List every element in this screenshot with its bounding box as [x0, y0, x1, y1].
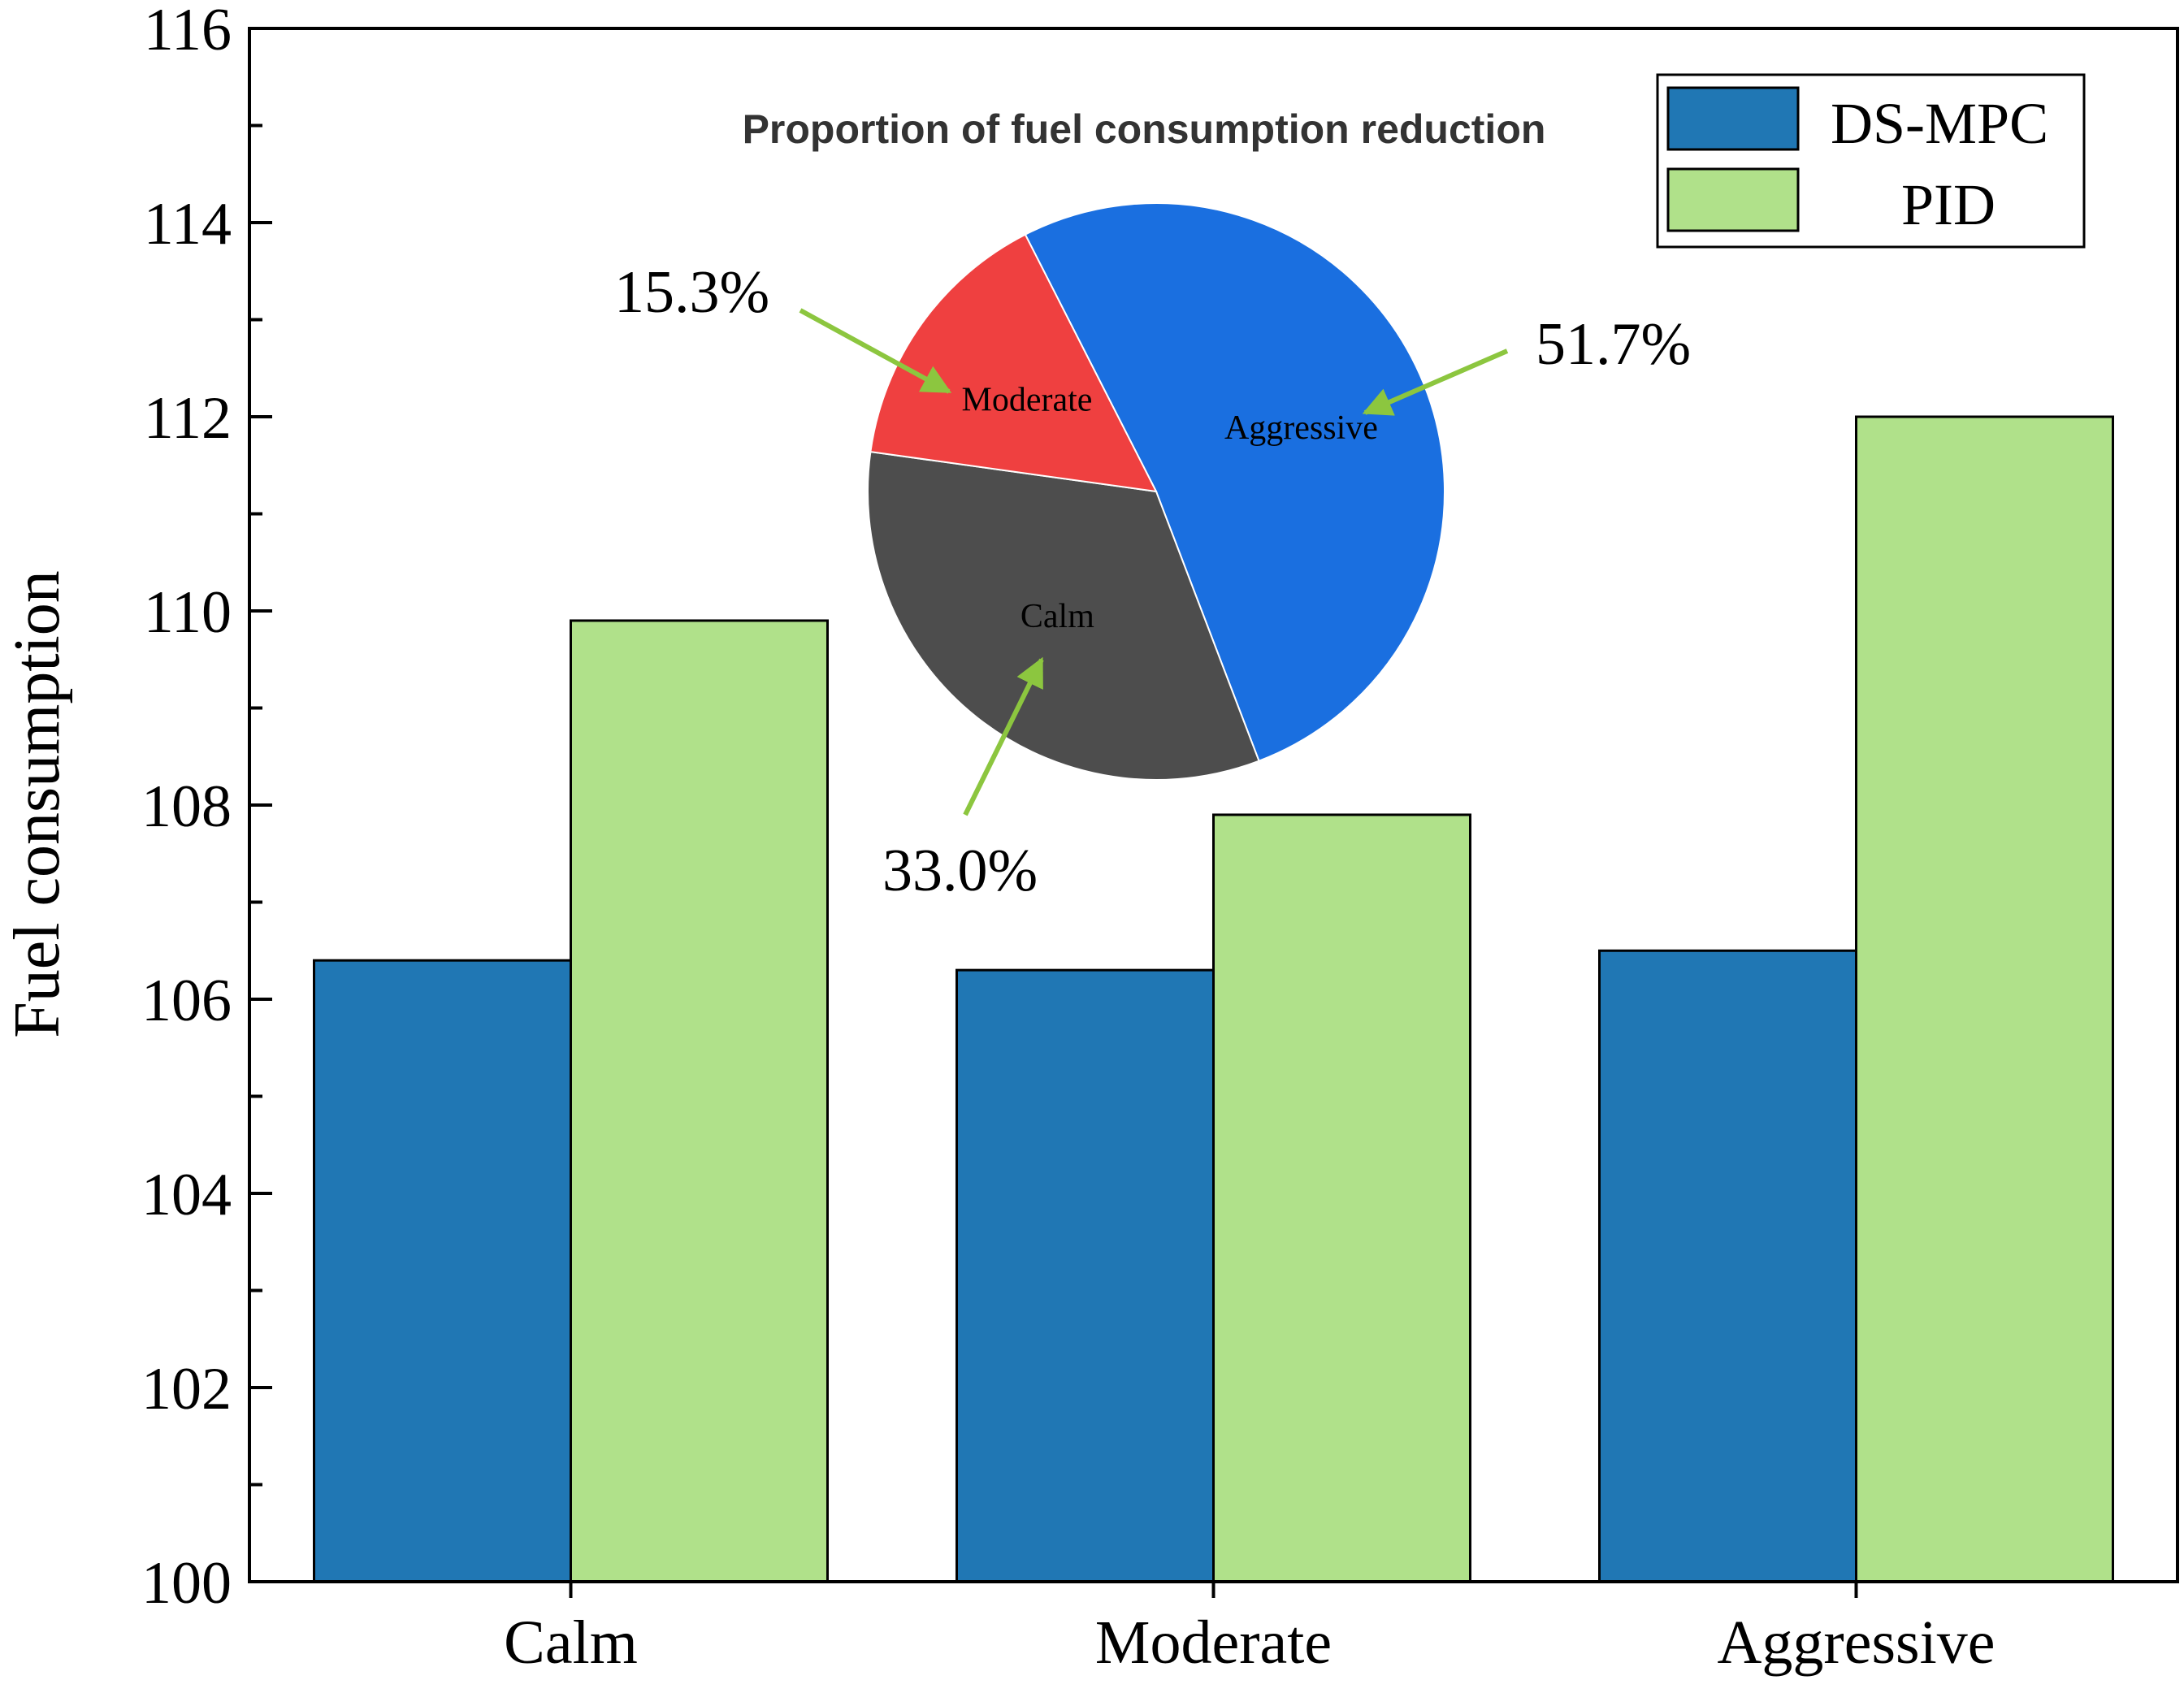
x-tick-label: Moderate	[1095, 1609, 1332, 1677]
arrow-calm	[963, 656, 1044, 816]
y-tick-label: 116	[144, 0, 232, 63]
bar-ds-mpc-moderate	[956, 968, 1215, 1583]
legend: DS-MPC PID	[1656, 73, 2086, 249]
x-tick-label: Aggressive	[1718, 1609, 1996, 1677]
pie-slice-aggressive	[1024, 202, 1445, 762]
y-axis-ticks: 100 102 104 106 108 110 112 114 116	[141, 0, 272, 1617]
bar-pid-moderate	[1212, 813, 1471, 1583]
legend-swatch-ds-mpc	[1666, 86, 1800, 151]
bar-ds-mpc-calm	[313, 959, 572, 1583]
legend-label-ds-mpc: DS-MPC	[1831, 91, 2048, 156]
x-tick-label: Calm	[504, 1609, 638, 1677]
bar-series-group	[313, 415, 2114, 1583]
y-tick-label: 100	[141, 1550, 232, 1617]
value-label-calm: 33.0%	[882, 838, 1038, 904]
x-axis-ticks: Calm Moderate Aggressive	[504, 1582, 1995, 1677]
y-tick-label: 110	[144, 579, 232, 646]
arrow-aggressive	[1362, 349, 1509, 416]
y-axis-label: Fuel consumption	[2, 570, 73, 1038]
y-tick-label: 102	[141, 1356, 232, 1422]
pie-label-moderate: Moderate	[961, 382, 1092, 419]
pie-slice-moderate	[869, 233, 1158, 493]
pie-label-calm: Calm	[1020, 598, 1094, 635]
y-tick-label: 114	[144, 191, 232, 258]
bar-ds-mpc-aggressive	[1598, 949, 1857, 1583]
value-label-aggressive: 51.7%	[1536, 311, 1691, 378]
pie-chart: Aggressive Calm Moderate	[867, 202, 1445, 781]
pie-title: Proportion of fuel consumption reduction	[743, 106, 1546, 152]
y-tick-label: 106	[141, 968, 232, 1034]
bar-pid-aggressive	[1855, 415, 2114, 1583]
arrow-moderate	[799, 308, 952, 394]
pie-label-aggressive: Aggressive	[1224, 409, 1378, 447]
y-tick-label: 104	[141, 1162, 232, 1228]
bar-pid-calm	[570, 619, 829, 1583]
pie-annotations: 15.3% 51.7% 33.0%	[614, 259, 1691, 904]
legend-label-pid: PID	[1901, 172, 1996, 237]
y-tick-label: 112	[144, 385, 232, 452]
legend-swatch-pid	[1666, 167, 1800, 232]
pie-slice-calm	[867, 450, 1260, 781]
value-label-moderate: 15.3%	[614, 259, 769, 326]
y-tick-label: 108	[141, 773, 232, 840]
